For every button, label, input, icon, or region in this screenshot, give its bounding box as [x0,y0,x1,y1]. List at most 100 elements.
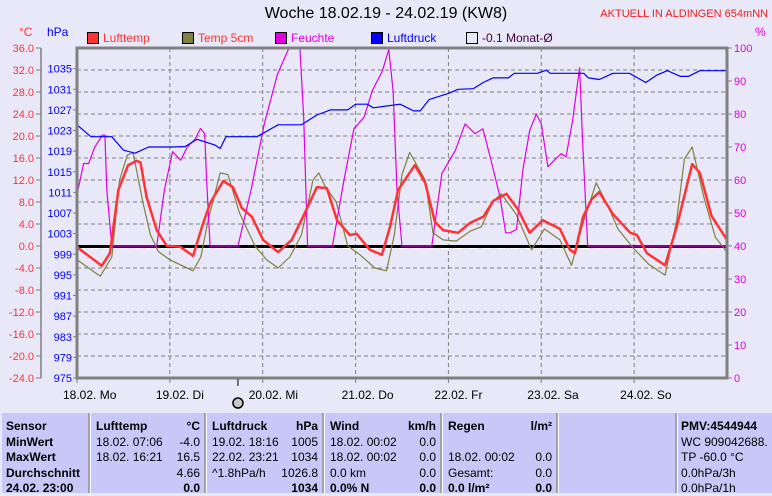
cell-label: WC 909042688.0 [681,434,768,449]
cell-value: 0.0 [419,434,436,449]
stats-cell: 22.02. 23:21 1034 [212,450,318,465]
cell-value: 1034 [291,481,318,495]
stats-cell: MaxWert [6,450,82,465]
temp-unit-label: °C [19,25,33,39]
cell-value: -4.0 [179,434,200,449]
stats-cell: 0.0% N 0.0 [330,481,436,496]
humidity-tick-label: 90 [734,76,746,88]
humidity-tick-label: 100 [734,43,752,55]
stats-cell: Gesamt: 0.0 [448,466,552,481]
series-temp-5cm [76,146,728,277]
stats-cell: 18.02. 00:02 0.0 [330,450,436,465]
stats-cell: 0.0 km 0.0 [330,466,436,481]
x-tick-label: 20.02. Mi [249,388,298,402]
stats-column: Luftdruck hPa 19.02. 18:16 1005 22.02. 23:21… [204,413,324,496]
temp-tick-label: -12.0 [9,307,34,319]
cell-value: 4.66 [176,465,200,480]
cell-label: Regen [448,419,485,433]
station-label: AKTUELL IN ALDINGEN 654mNN [600,8,768,20]
temp-tick-label: -16.0 [9,329,34,341]
chart-title: Woche 18.02.19 - 24.02.19 (KW8) [264,5,508,22]
stats-cell: 19.02. 18:16 1005 [212,435,318,450]
stats-cell: ^1.8hPa/h 1026.8 [212,466,318,481]
humidity-tick-label: 40 [734,241,746,253]
legend-lufttemp[interactable]: Lufttemp [87,31,150,45]
stats-cell: MinWert [6,435,82,450]
pressure-tick-label: 995 [54,270,72,282]
pressure-tick-label: 1035 [48,64,72,76]
stats-cell: 0.0hPa/1h [681,481,768,496]
stats-cell: 18.02. 00:02 0.0 [330,435,436,450]
stats-column [556,413,677,493]
humidity-tick-label: 30 [734,274,746,286]
pressure-tick-label: 1031 [48,84,72,96]
stats-table: Sensor MinWert MaxWert Durchschnitt 24.02. 2… [2,413,772,496]
cell-label: 18.02. 07:06 [96,434,163,449]
cell-value: 0.0 [419,481,436,495]
stats-column: Lufttemp °C 18.02. 07:06 -4.0 18.02. 16:21 16… [88,413,206,495]
legend-temp5cm[interactable]: Temp 5cm [182,31,253,45]
temp-tick-label: 16.0 [13,153,34,165]
cell-label: 0.0 km [330,465,367,480]
legend-luftdruck[interactable]: Luftdruck [371,31,436,45]
series-luftdruck [76,69,727,154]
humidity-tick-label: 20 [734,307,746,319]
humidity-tick-label: 0 [734,373,740,385]
cell-label: 0.0% N [330,481,370,495]
stats-cell: 4.66 [96,466,200,481]
stats-cell: TP -60.0 °C [681,450,768,465]
stats-cell: Lufttemp °C [96,419,200,434]
temp-tick-label: -24.0 [9,373,34,385]
humidity-tick-label: 10 [734,340,746,352]
pressure-tick-label: 979 [54,352,72,364]
temp-tick-label: 20.0 [13,131,34,143]
legend-swatch [275,32,287,44]
cell-label: Lufttemp [96,419,148,433]
humidity-tick-label: 80 [734,109,746,121]
legend-feuchte[interactable]: Feuchte [275,31,334,45]
legend-label: Feuchte [291,31,335,45]
stats-cell: Luftdruck hPa [212,419,318,434]
stats-column: Wind km/h 18.02. 00:02 0.0 18.02. 00:02 0.0 0.… [322,413,442,496]
temp-tick-label: 0.0 [19,241,34,253]
stats-cell: 18.02. 07:06 -4.0 [96,435,200,450]
x-tick-label: 19.02. Di [156,388,204,402]
x-tick-label: 23.02. Sa [527,388,579,402]
humidity-tick-label: 50 [734,208,746,220]
x-tick-label: 18.02. Mo [63,388,117,402]
stats-cell: PMV:4544944 [681,419,768,434]
cell-value: 16.5 [176,450,200,464]
stats-cell: 1034 [212,481,318,496]
humidity-tick-label: 60 [734,175,746,187]
legend-swatch [182,32,194,44]
cell-label: 18.02. 00:02 [448,450,515,464]
pressure-tick-label: 1015 [48,167,72,179]
pressure-tick-label: 987 [54,311,72,323]
legend-monat-avg[interactable]: -0.1 Monat-Ø [466,31,553,45]
cell-value: 0.0 [535,481,552,495]
cell-label: 19.02. 18:16 [212,434,279,449]
stats-cell: Durchschnitt [6,466,82,481]
legend-swatch [466,32,478,44]
stats-cell: Wind km/h [330,419,436,434]
cell-label: 18.02. 16:21 [96,450,163,464]
pressure-unit-label: hPa [47,25,69,39]
temp-tick-label: 36.0 [13,43,34,55]
temp-tick-label: -8.0 [15,285,34,297]
legend-label: Lufttemp [103,31,150,45]
temp-tick-label: 28.0 [13,87,34,99]
x-tick-label: 24.02. So [620,388,672,402]
cell-label: Gesamt: [448,465,494,480]
series-lufttemp [76,159,729,268]
stats-cell: WC 909042688.0 [681,435,768,450]
stats-cell: Regen l/m² [448,419,552,434]
cell-label: 0.0hPa/3h [681,465,736,480]
stats-cell: 18.02. 00:02 0.0 [448,450,552,465]
time-cursor-handle[interactable] [232,397,244,409]
cell-value: hPa [295,419,318,433]
cell-value: l/m² [530,419,552,433]
cell-label: 18.02. 00:02 [330,450,397,464]
pressure-tick-label: 1023 [48,126,72,138]
x-tick-label: 21.02. Do [342,388,394,402]
temp-tick-label: 4.0 [19,219,34,231]
